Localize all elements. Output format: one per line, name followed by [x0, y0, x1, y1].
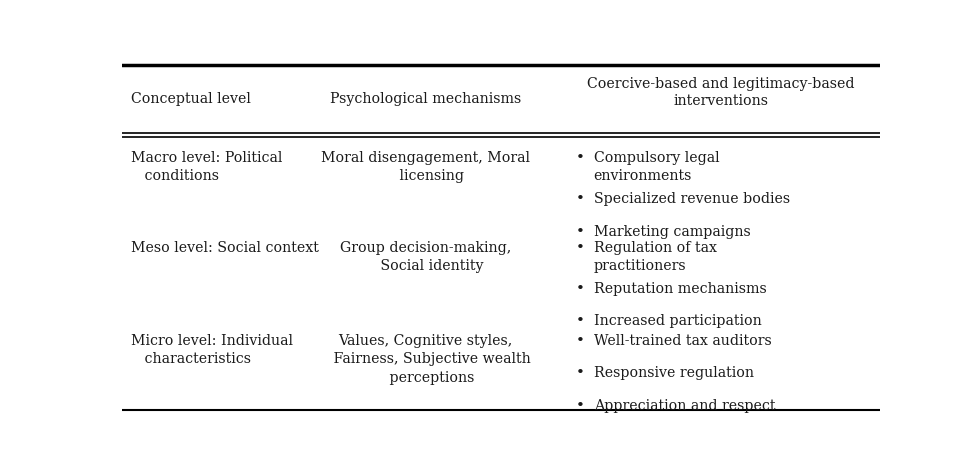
Text: Macro level: Political
   conditions: Macro level: Political conditions	[131, 151, 282, 184]
Text: •: •	[574, 334, 584, 348]
Text: •: •	[574, 282, 584, 296]
Text: Micro level: Individual
   characteristics: Micro level: Individual characteristics	[131, 334, 293, 366]
Text: Specialized revenue bodies: Specialized revenue bodies	[593, 192, 789, 206]
Text: Reputation mechanisms: Reputation mechanisms	[593, 282, 766, 296]
Text: Compulsory legal
environments: Compulsory legal environments	[593, 151, 719, 184]
Text: •: •	[574, 315, 584, 329]
Text: Regulation of tax
practitioners: Regulation of tax practitioners	[593, 241, 716, 273]
Text: •: •	[574, 192, 584, 206]
Text: Increased participation: Increased participation	[593, 315, 761, 329]
Text: •: •	[574, 151, 584, 165]
Text: •: •	[574, 241, 584, 255]
Text: •: •	[574, 225, 584, 239]
Text: Group decision-making,
   Social identity: Group decision-making, Social identity	[339, 241, 511, 273]
Text: •: •	[574, 398, 584, 412]
Text: Values, Cognitive styles,
   Fairness, Subjective wealth
   perceptions: Values, Cognitive styles, Fairness, Subj…	[319, 334, 531, 385]
Text: Moral disengagement, Moral
   licensing: Moral disengagement, Moral licensing	[320, 151, 530, 184]
Text: Conceptual level: Conceptual level	[131, 92, 251, 106]
Text: Well-trained tax auditors: Well-trained tax auditors	[593, 334, 771, 348]
Text: Responsive regulation: Responsive regulation	[593, 366, 753, 380]
Text: Meso level: Social context: Meso level: Social context	[131, 241, 319, 255]
Text: •: •	[574, 366, 584, 380]
Text: Appreciation and respect: Appreciation and respect	[593, 398, 775, 412]
Text: Marketing campaigns: Marketing campaigns	[593, 225, 749, 239]
Text: Psychological mechanisms: Psychological mechanisms	[329, 92, 521, 106]
Text: Coercive-based and legitimacy-based
interventions: Coercive-based and legitimacy-based inte…	[586, 77, 854, 108]
